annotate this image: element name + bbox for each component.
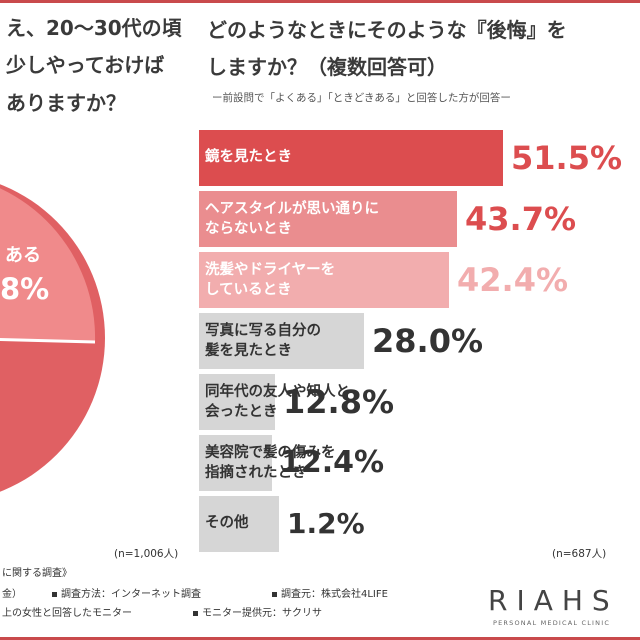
bar (199, 435, 272, 491)
pie-value: 8% (0, 272, 50, 306)
bar (199, 191, 457, 247)
bar (199, 252, 449, 308)
bar (199, 374, 275, 430)
bar-value-label: 1.2% (287, 507, 365, 540)
bar-label-line: 指摘されたとき (205, 465, 307, 481)
footer-line-2c-text: 調査元：株式会社4LIFE (281, 589, 388, 600)
chart-title-line-1: どのようなときにそのような『後悔』を (207, 18, 567, 42)
bar-label: 鏡を見たとき (205, 147, 292, 167)
bar-label: 同年代の友人や知人と 会ったとき (205, 382, 350, 422)
bar-label-line: 会ったとき (205, 404, 278, 420)
footer-line-2b-text: 調査方法：インターネット調査 (61, 589, 201, 600)
bar-label-line: 鏡を見たとき (205, 149, 292, 165)
bar (199, 496, 279, 552)
footer-line-2a: 金） (2, 589, 22, 600)
bullet-icon (272, 591, 277, 597)
chart-n-label: (n=687人) (552, 548, 607, 560)
bar-value-label: 51.5% (511, 139, 623, 177)
footer-line-1: に関する調査》 (2, 568, 72, 579)
bar-label-line: 髪を見たとき (205, 343, 292, 359)
bar-value-label: 28.0% (372, 322, 484, 360)
brand-tagline: PERSONAL MEDICAL CLINIC (493, 619, 611, 627)
bar-label-line: ヘアスタイルが思い通りに (205, 201, 379, 217)
bar-label: 写真に写る自分の 髪を見たとき (205, 321, 321, 361)
bar-label-line: しているとき (205, 282, 292, 298)
bar-value-label: 12.8% (283, 383, 395, 421)
bar-value-label: 43.7% (465, 200, 577, 238)
left-question-line-3: ありますか？ (6, 91, 126, 115)
pie-divider (0, 338, 96, 344)
bar-label-line: ならないとき (205, 221, 292, 237)
bar-label-line: 写真に写る自分の (205, 323, 321, 339)
footer-line-3b-text: モニター提供元：サクリサ (202, 608, 322, 619)
brand-logo: RIAHS (488, 584, 619, 617)
left-question-line-1: え、20〜30代の頃 (6, 16, 182, 40)
bar (199, 130, 503, 186)
footer-line-3b: モニター提供元：サクリサ (193, 604, 322, 619)
bar-label-line: 同年代の友人や知人と (205, 384, 350, 400)
chart-subtitle: ー前設問で「よくある」「ときどきある」と回答した方が回答ー (212, 92, 511, 104)
left-n-label: (n=1,006人) (114, 548, 179, 560)
footer-line-2c: 調査元：株式会社4LIFE (272, 585, 388, 600)
bar-label: 洗髪やドライヤーを しているとき (205, 260, 335, 300)
footer-line-3a: 上の女性と回答したモニター (2, 608, 132, 619)
bullet-icon (52, 591, 57, 597)
bar-value-label: 42.4% (457, 261, 569, 299)
footer-line-2b: 調査方法：インターネット調査 (52, 585, 201, 600)
bullet-icon (193, 610, 198, 616)
bar-value-label: 12.4% (280, 445, 385, 480)
pie-slice-secondary (0, 188, 96, 342)
bar-label-line: その他 (205, 515, 249, 531)
bar-label-line: 美容院で髪の傷みを (205, 445, 336, 461)
pie-chart (0, 184, 105, 492)
pie-label: ある (5, 245, 41, 266)
bar-label-line: 洗髪やドライヤーを (205, 262, 336, 278)
bar-label: 美容院で髪の傷みを 指摘されたとき (205, 443, 336, 483)
bar (199, 313, 364, 369)
left-question-line-2: 少しやっておけば (6, 53, 165, 77)
bar-label: ヘアスタイルが思い通りに ならないとき (205, 199, 379, 239)
bar-label: その他 (205, 513, 249, 533)
chart-title-line-2: しますか？（複数回答可） (207, 55, 447, 79)
